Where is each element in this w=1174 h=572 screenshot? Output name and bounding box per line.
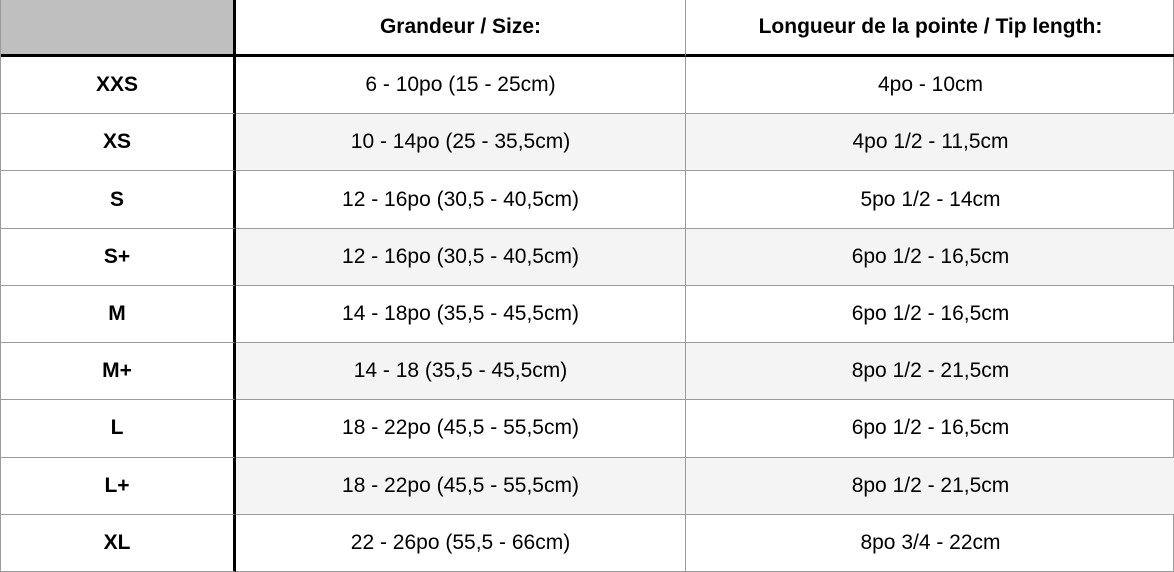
grandeur-value: 12 - 16po (30,5 - 40,5cm)	[236, 228, 686, 286]
tip-length-value: 8po 1/2 - 21,5cm	[686, 343, 1174, 401]
grandeur-value: 12 - 16po (30,5 - 40,5cm)	[236, 171, 686, 229]
size-label: S	[1, 171, 236, 229]
tip-length-value: 6po 1/2 - 16,5cm	[686, 400, 1174, 458]
tip-length-value: 6po 1/2 - 16,5cm	[686, 228, 1174, 286]
grandeur-value: 6 - 10po (15 - 25cm)	[236, 57, 686, 115]
grandeur-value: 22 - 26po (55,5 - 66cm)	[236, 514, 686, 572]
grandeur-value: 10 - 14po (25 - 35,5cm)	[236, 114, 686, 172]
grandeur-value: 14 - 18 (35,5 - 45,5cm)	[236, 343, 686, 401]
size-label: S+	[1, 228, 236, 286]
tip-length-value: 5po 1/2 - 14cm	[686, 171, 1174, 229]
table-corner-cell	[1, 0, 236, 57]
size-label: M+	[1, 343, 236, 401]
column-header-tip-length: Longueur de la pointe / Tip length:	[686, 0, 1174, 57]
grandeur-value: 18 - 22po (45,5 - 55,5cm)	[236, 400, 686, 458]
size-label: XL	[1, 514, 236, 572]
tip-length-value: 8po 3/4 - 22cm	[686, 515, 1174, 572]
tip-length-value: 6po 1/2 - 16,5cm	[686, 286, 1174, 344]
tip-length-value: 4po - 10cm	[686, 57, 1174, 115]
size-label: XXS	[1, 57, 236, 115]
column-header-grandeur-size: Grandeur / Size:	[236, 0, 686, 57]
size-label: M	[1, 285, 236, 344]
size-label: L	[1, 400, 236, 458]
tip-length-value: 8po 1/2 - 21,5cm	[686, 457, 1174, 515]
grandeur-value: 18 - 22po (45,5 - 55,5cm)	[236, 457, 686, 515]
size-label: XS	[1, 114, 236, 172]
grandeur-value: 14 - 18po (35,5 - 45,5cm)	[236, 285, 686, 344]
tip-length-value: 4po 1/2 - 11,5cm	[686, 114, 1174, 172]
size-label: L+	[1, 457, 236, 515]
